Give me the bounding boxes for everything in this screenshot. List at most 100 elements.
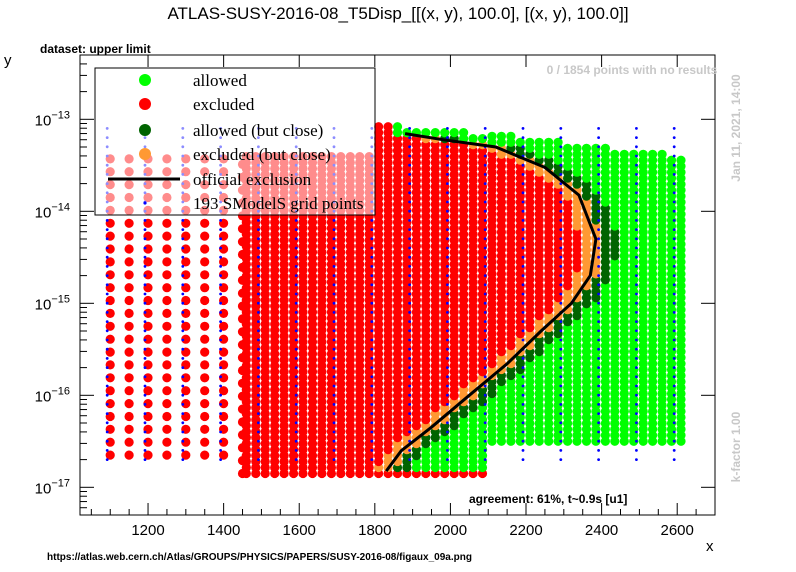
grid-point xyxy=(521,301,525,305)
plot-frame xyxy=(79,54,716,516)
grid-point xyxy=(181,384,185,388)
x-tick-label: 1600 xyxy=(283,522,316,539)
grid-point xyxy=(105,458,109,461)
grid-point xyxy=(408,366,411,369)
grid-point xyxy=(672,375,676,379)
grid-point xyxy=(559,421,563,425)
grid-point xyxy=(219,421,223,425)
grid-point xyxy=(559,301,563,305)
grid-point xyxy=(446,182,449,186)
grid-point xyxy=(408,338,411,342)
grid-point xyxy=(294,357,298,360)
grid-point xyxy=(370,228,374,232)
grid-point xyxy=(672,283,676,287)
scan-point xyxy=(374,122,384,132)
grid-point xyxy=(294,449,298,452)
grid-point xyxy=(408,393,411,397)
grid-point xyxy=(408,255,411,259)
grid-point xyxy=(597,412,600,415)
grid-point xyxy=(635,274,638,277)
scan-point xyxy=(143,270,153,280)
grid-point xyxy=(294,458,298,461)
grid-point xyxy=(446,274,449,277)
grid-point xyxy=(181,283,185,287)
scan-point xyxy=(200,257,210,267)
grid-point xyxy=(408,292,411,296)
grid-point xyxy=(143,449,147,452)
grid-point xyxy=(521,393,525,397)
grid-point xyxy=(105,255,109,259)
scan-point xyxy=(124,257,134,267)
grid-point xyxy=(370,430,374,434)
grid-point xyxy=(370,403,374,406)
grid-point xyxy=(483,274,487,277)
grid-point xyxy=(672,209,676,213)
grid-point xyxy=(635,237,638,241)
grid-point xyxy=(219,430,223,434)
scan-point xyxy=(143,308,153,318)
scan-point xyxy=(124,437,134,447)
scan-point xyxy=(619,149,629,159)
grid-point xyxy=(559,182,563,186)
grid-point xyxy=(181,301,185,305)
grid-point xyxy=(672,274,676,277)
grid-point xyxy=(635,246,638,250)
scan-point xyxy=(219,270,229,280)
scan-point xyxy=(143,244,153,254)
scan-point xyxy=(124,231,134,241)
grid-point xyxy=(332,274,336,277)
grid-point xyxy=(597,421,600,425)
grid-point xyxy=(672,439,676,443)
grid-point xyxy=(635,219,638,222)
scan-point xyxy=(162,308,172,318)
scan-point xyxy=(105,386,115,396)
scan-point xyxy=(162,321,172,331)
grid-point xyxy=(559,191,563,195)
grid-point xyxy=(446,292,449,296)
grid-point xyxy=(559,163,563,167)
x-tick-label: 2200 xyxy=(509,522,542,539)
grid-point xyxy=(672,182,676,186)
grid-point xyxy=(483,357,487,360)
grid-point xyxy=(105,329,109,333)
x-tick-label: 1200 xyxy=(131,522,164,539)
grid-point xyxy=(219,393,223,397)
grid-point xyxy=(219,228,223,232)
grid-point xyxy=(672,338,676,342)
grid-point xyxy=(559,145,563,149)
grid-point xyxy=(408,191,411,195)
grid-point xyxy=(294,255,298,259)
scan-point xyxy=(383,122,393,132)
grid-point xyxy=(597,329,600,333)
grid-point xyxy=(257,274,260,277)
scan-point xyxy=(162,347,172,357)
scan-point xyxy=(200,424,210,434)
grid-point xyxy=(521,311,525,314)
grid-point xyxy=(370,384,374,388)
grid-point xyxy=(521,403,525,406)
scan-point xyxy=(124,295,134,306)
scan-point xyxy=(162,399,172,409)
grid-point xyxy=(408,154,411,158)
grid-point xyxy=(370,246,374,250)
y-tick-label: 10−15 xyxy=(35,293,70,313)
grid-point xyxy=(408,283,411,287)
scan-point xyxy=(124,283,134,293)
scan-point xyxy=(105,270,115,280)
grid-point xyxy=(521,430,525,434)
x-tick-label: 1800 xyxy=(358,522,391,539)
scan-point xyxy=(657,149,667,159)
grid-point xyxy=(597,237,600,241)
grid-point xyxy=(332,430,336,434)
grid-point xyxy=(332,246,336,250)
grid-point xyxy=(446,384,449,388)
grid-point xyxy=(597,228,600,232)
grid-point xyxy=(332,237,336,241)
grid-point xyxy=(521,384,525,388)
scan-point xyxy=(181,373,191,383)
legend-label-grid: 193 SModelS grid points xyxy=(193,194,364,213)
grid-point xyxy=(672,320,676,323)
grid-point xyxy=(521,173,525,176)
grid-point xyxy=(143,246,147,250)
grid-point xyxy=(257,366,260,369)
